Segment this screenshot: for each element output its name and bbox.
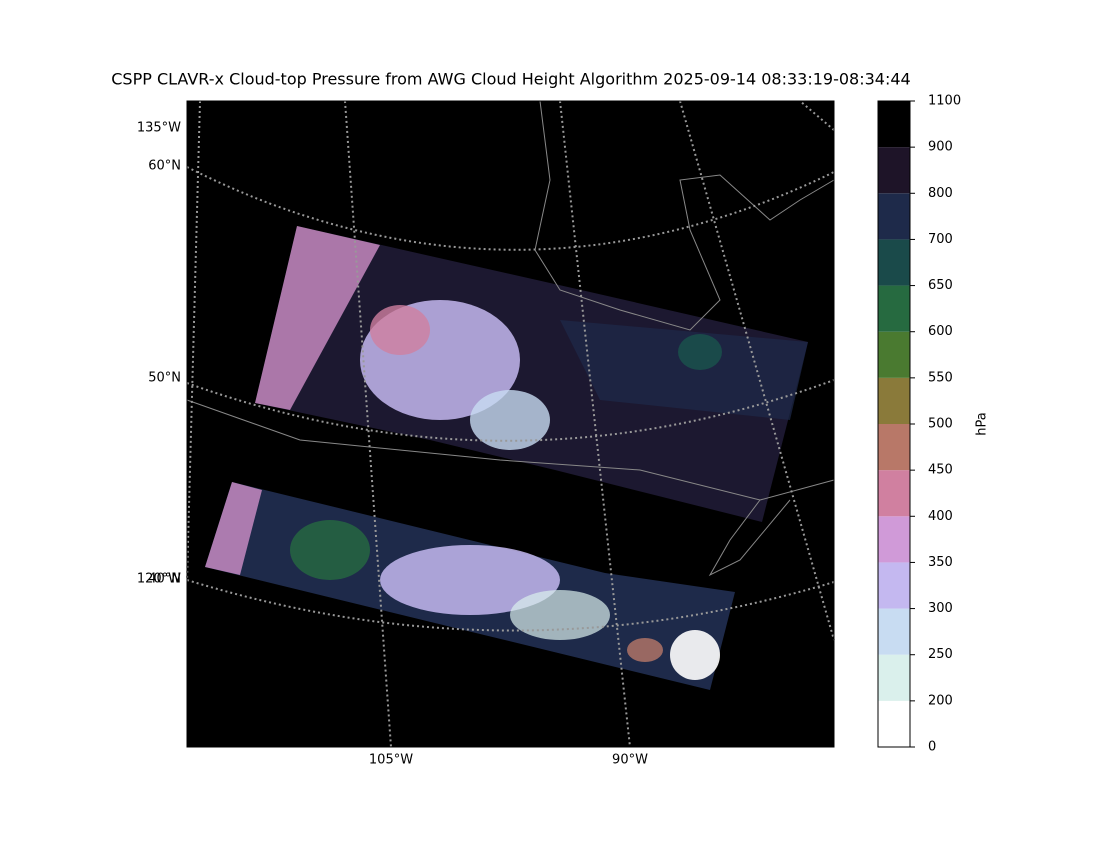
graticule-label: 120°W [137,572,181,587]
map-title: CSPP CLAVR-x Cloud-top Pressure from AWG… [111,70,910,89]
colorbar-tick-label: 600 [928,324,953,339]
colorbar-segment [878,700,910,747]
colorbar-tick-label: 400 [928,509,953,524]
colorbar-tick-label: 0 [928,740,936,755]
colorbar-segment [878,285,910,332]
colorbar-tick-label: 1100 [928,94,961,109]
graticule-label: 50°N [148,371,181,386]
colorbar-tick-label: 650 [928,278,953,293]
colorbar-tick-label: 450 [928,463,953,478]
colorbar-tick-label: 200 [928,693,953,708]
graticule-label: 135°W [137,121,181,136]
colorbar-tick-label: 500 [928,417,953,432]
colorbar-tick-label: 800 [928,186,953,201]
colorbar-segment [878,193,910,240]
colorbar-tick-label: 350 [928,555,953,570]
colorbar-tick-label: 250 [928,647,953,662]
colorbar: 0 200 250 300 350 400 450 500 550 600 650 700 800 900… [877,94,961,755]
colorbar-segment [878,101,910,148]
colorbar-tick-label: 550 [928,370,953,385]
graticule-label: 90°W [612,753,648,768]
colorbar-segment [878,516,910,563]
colorbar-segment [878,377,910,424]
colorbar-tick-label: 700 [928,232,953,247]
colorbar-segment [878,562,910,609]
colorbar-label: hPa [975,412,990,435]
colorbar-segment [878,654,910,701]
colorbar-segment [878,331,910,378]
graticule-label: 105°W [369,753,413,768]
colorbar-tick-label: 300 [928,601,953,616]
graticule-label: 60°N [148,159,181,174]
graticule-label: 40°N [148,572,181,587]
colorbar-segment [878,608,910,655]
map-panel [186,100,835,748]
colorbar-segment [878,424,910,471]
colorbar-segment [878,470,910,517]
colorbar-segment [878,147,910,194]
colorbar-tick-label: 900 [928,140,953,155]
colorbar-segment [878,239,910,286]
